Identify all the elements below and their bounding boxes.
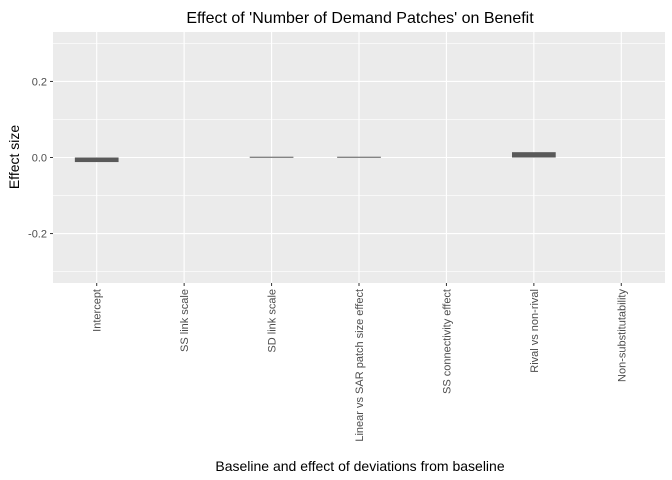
x-tick-label: Rival vs non-rival [529,289,541,373]
bar-4 [337,156,381,158]
x-tick-label: Linear vs SAR patch size effect [354,289,366,442]
x-tick-label: SS link scale [179,289,191,352]
y-axis: -0.2 0.0 0.2 [28,76,53,241]
x-tick-label: SD link scale [267,289,279,353]
x-tick-label: Non-substitutability [616,289,628,382]
y-tick-label: 0.2 [32,76,47,88]
y-tick-label: -0.2 [28,229,47,241]
bar-6 [512,152,556,158]
chart-title: Effect of 'Number of Demand Patches' on … [186,10,534,27]
x-tick-label: SS connectivity effect [441,289,453,394]
x-axis-title: Baseline and effect of deviations from b… [215,458,504,474]
bar-3 [249,156,294,158]
bar-1 [74,157,119,163]
bars [74,152,556,163]
y-tick-label: 0.0 [32,153,47,165]
x-axis: Intercept SS link scale SD link scale Linea… [92,283,628,442]
y-axis-title: Effect size [6,125,22,190]
x-tick-label: Intercept [92,289,104,332]
